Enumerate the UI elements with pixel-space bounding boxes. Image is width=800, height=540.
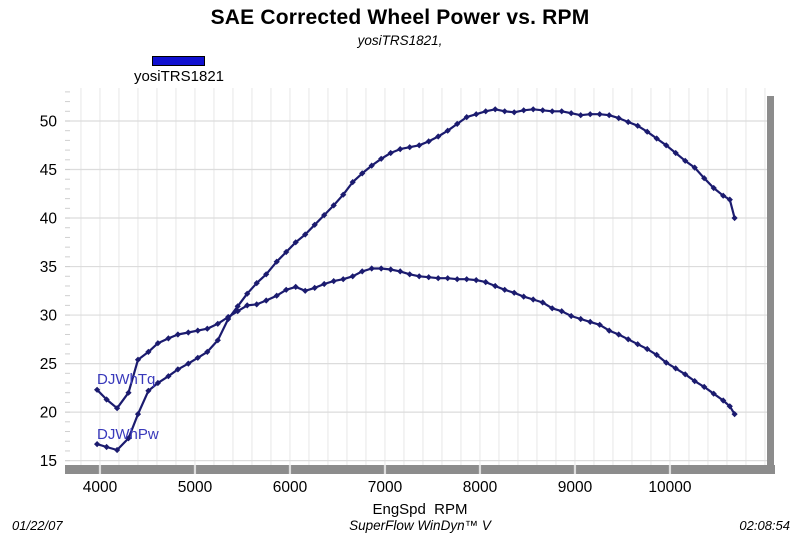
svg-text:8000: 8000 — [463, 479, 498, 496]
svg-text:7000: 7000 — [368, 479, 403, 496]
series-label-DJWhTq: DJWhTq — [97, 371, 155, 388]
svg-text:6000: 6000 — [273, 479, 308, 496]
series-line-DJWhTq — [96, 267, 736, 415]
grid-major-horizontal — [65, 120, 768, 462]
svg-text:40: 40 — [40, 211, 58, 228]
series-label-DJWhPw: DJWhPw — [97, 426, 159, 443]
x-axis-title: EngSpd RPM — [372, 501, 468, 518]
series-line-DJWhPw — [96, 108, 736, 452]
footer-date: 01/22/07 — [12, 518, 63, 533]
svg-text:10000: 10000 — [648, 479, 691, 496]
svg-text:35: 35 — [40, 259, 57, 276]
footer-software-name: SuperFlow WinDyn™ V — [349, 518, 491, 533]
svg-text:4000: 4000 — [83, 479, 118, 496]
series-DJWhPw — [94, 106, 738, 454]
svg-text:9000: 9000 — [558, 479, 593, 496]
axis-bars — [65, 96, 775, 474]
svg-text:30: 30 — [40, 308, 58, 325]
y-minor-ticks — [65, 91, 70, 462]
x-tick-labels: 4000 5000 6000 7000 8000 9000 10000 — [83, 479, 692, 496]
svg-text:5000: 5000 — [178, 479, 213, 496]
legend-color-swatch — [152, 56, 205, 66]
series-markers-DJWhTq — [94, 265, 738, 418]
svg-text:25: 25 — [40, 356, 57, 373]
svg-text:50: 50 — [40, 113, 58, 130]
series-markers-DJWhPw — [94, 106, 738, 454]
svg-text:20: 20 — [40, 405, 58, 422]
grid-minor-vertical — [80, 88, 766, 465]
y-tick-labels: 15 20 25 30 35 40 45 50 — [40, 113, 58, 470]
legend-run-label: yosiTRS1821 — [133, 68, 225, 85]
svg-text:45: 45 — [40, 162, 57, 179]
footer-time: 02:08:54 — [739, 518, 790, 533]
svg-text:15: 15 — [40, 453, 57, 470]
chart-subtitle: yosiTRS1821, — [357, 33, 443, 48]
series-DJWhTq — [94, 265, 738, 418]
chart-title: SAE Corrected Wheel Power vs. RPM — [210, 6, 590, 29]
